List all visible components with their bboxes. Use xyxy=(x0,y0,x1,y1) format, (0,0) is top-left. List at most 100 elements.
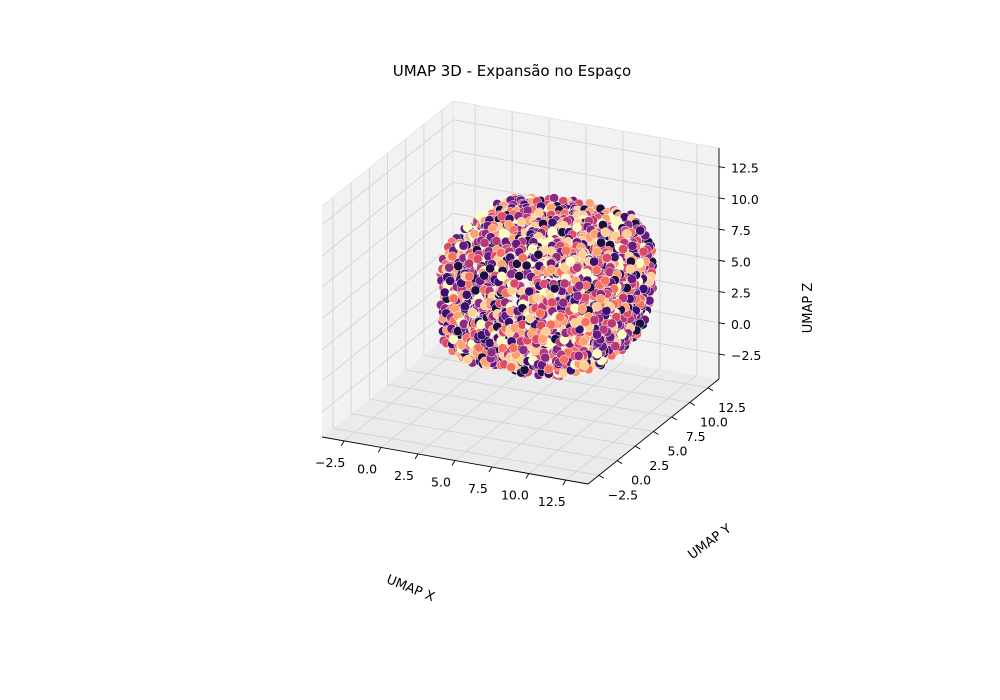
data-point xyxy=(589,256,599,267)
y-tick-label: 12.5 xyxy=(718,400,746,415)
data-point xyxy=(592,348,602,359)
grid-line xyxy=(332,427,599,476)
data-point xyxy=(535,308,546,319)
tick-mark xyxy=(718,259,726,262)
data-point xyxy=(445,276,456,286)
tick-mark xyxy=(451,460,456,466)
pane-edge xyxy=(321,100,454,207)
x-tick-label: 12.5 xyxy=(538,494,566,509)
data-point xyxy=(635,225,646,236)
data-point xyxy=(606,318,617,329)
data-point xyxy=(592,329,602,340)
tick-mark xyxy=(689,401,696,406)
data-point xyxy=(627,241,638,251)
grid-line xyxy=(321,275,454,382)
data-point xyxy=(518,345,529,355)
data-point xyxy=(439,287,450,298)
data-point xyxy=(559,278,570,289)
z-tick-label: 7.5 xyxy=(731,223,751,238)
data-point xyxy=(638,246,649,257)
data-point xyxy=(509,278,520,289)
tick-mark xyxy=(488,466,493,473)
x-tick-label: 7.5 xyxy=(468,481,488,496)
data-point xyxy=(591,265,602,276)
data-point xyxy=(467,307,478,318)
data-point xyxy=(543,364,554,375)
tick-mark xyxy=(707,387,714,392)
tick-mark xyxy=(718,228,726,231)
tick-mark xyxy=(635,445,641,450)
data-point xyxy=(458,240,469,251)
data-point xyxy=(558,297,569,308)
data-point xyxy=(578,336,589,347)
data-point xyxy=(472,254,483,264)
data-point xyxy=(546,319,557,330)
tick-mark xyxy=(718,166,726,169)
grid-line xyxy=(405,369,672,418)
data-point xyxy=(617,329,627,340)
data-point xyxy=(540,352,551,363)
data-point xyxy=(533,249,544,260)
x-tick-label: 0.0 xyxy=(357,461,377,476)
data-point xyxy=(610,341,621,351)
y-tick-label: −2.5 xyxy=(608,487,638,502)
data-point xyxy=(496,271,507,282)
tick-mark xyxy=(653,431,659,435)
data-point xyxy=(627,274,637,284)
tick-mark xyxy=(525,473,530,479)
data-point xyxy=(589,315,600,325)
data-point xyxy=(555,312,566,322)
data-point xyxy=(565,256,576,267)
z-axis-label: UMAP Z xyxy=(801,283,816,334)
scatter-points xyxy=(435,193,658,381)
data-point xyxy=(448,293,459,304)
data-point xyxy=(462,354,473,365)
data-point xyxy=(602,252,612,263)
y-tick-label: 7.5 xyxy=(686,429,706,444)
tick-mark xyxy=(616,460,623,465)
tick-mark xyxy=(562,479,567,486)
data-point xyxy=(447,251,458,262)
data-point xyxy=(573,351,584,361)
tick-mark xyxy=(718,291,726,294)
data-point xyxy=(598,324,609,335)
z-tick-label: −2.5 xyxy=(731,348,761,363)
data-point xyxy=(600,275,611,286)
x-tick-label: 2.5 xyxy=(394,468,414,483)
y-tick-label: 0.0 xyxy=(631,473,651,488)
data-point xyxy=(486,347,497,358)
chart-title: UMAP 3D - Expansão no Espaço xyxy=(393,62,631,80)
tick-mark xyxy=(598,474,605,479)
data-point xyxy=(506,362,517,373)
data-point xyxy=(577,304,587,314)
data-point xyxy=(579,360,590,371)
grid-line xyxy=(321,119,454,226)
x-axis-label: UMAP X xyxy=(384,572,437,605)
z-tick-label: 0.0 xyxy=(731,317,751,332)
grid-line xyxy=(369,398,636,447)
data-point xyxy=(527,244,538,254)
tick-mark xyxy=(718,353,726,356)
data-point xyxy=(461,289,472,300)
tick-mark xyxy=(718,322,726,325)
data-point xyxy=(591,301,602,312)
data-point xyxy=(600,227,611,238)
data-point xyxy=(495,247,506,258)
y-tick-label: 10.0 xyxy=(700,414,728,429)
pane-edge xyxy=(452,100,720,149)
data-point xyxy=(525,313,535,324)
grid-line xyxy=(452,119,720,168)
data-point xyxy=(561,245,571,256)
tick-mark xyxy=(340,440,345,447)
data-point xyxy=(516,217,527,227)
x-tick-label: −2.5 xyxy=(315,455,345,470)
data-point xyxy=(479,238,490,248)
grid-line xyxy=(452,150,720,199)
data-point xyxy=(532,292,543,303)
data-point xyxy=(625,264,636,274)
data-point xyxy=(547,297,557,308)
data-point xyxy=(549,283,560,294)
x-tick-label: 5.0 xyxy=(431,475,451,490)
y-axis-label: UMAP Y xyxy=(685,522,734,563)
